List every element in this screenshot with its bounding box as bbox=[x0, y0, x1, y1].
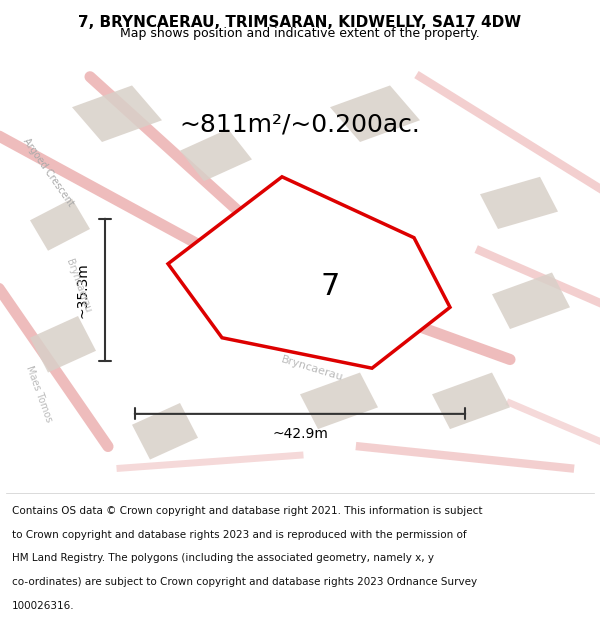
Text: Map shows position and indicative extent of the property.: Map shows position and indicative extent… bbox=[120, 27, 480, 39]
Text: Bryncaerau: Bryncaerau bbox=[64, 258, 92, 314]
Text: Maes Tomos: Maes Tomos bbox=[24, 365, 54, 424]
Polygon shape bbox=[30, 199, 90, 251]
Polygon shape bbox=[300, 372, 378, 429]
Text: Argoed Crescent: Argoed Crescent bbox=[21, 136, 75, 209]
Text: Bryncaerau: Bryncaerau bbox=[280, 354, 344, 382]
Text: 7: 7 bbox=[320, 272, 340, 301]
Polygon shape bbox=[168, 177, 450, 368]
Text: Contains OS data © Crown copyright and database right 2021. This information is : Contains OS data © Crown copyright and d… bbox=[12, 506, 482, 516]
Polygon shape bbox=[282, 208, 372, 264]
Polygon shape bbox=[492, 272, 570, 329]
Text: to Crown copyright and database rights 2023 and is reproduced with the permissio: to Crown copyright and database rights 2… bbox=[12, 530, 467, 540]
Polygon shape bbox=[480, 177, 558, 229]
Text: 100026316.: 100026316. bbox=[12, 601, 74, 611]
Text: co-ordinates) are subject to Crown copyright and database rights 2023 Ordnance S: co-ordinates) are subject to Crown copyr… bbox=[12, 577, 477, 587]
Text: ~42.9m: ~42.9m bbox=[272, 427, 328, 441]
Polygon shape bbox=[72, 86, 162, 142]
Polygon shape bbox=[132, 403, 198, 459]
Polygon shape bbox=[330, 86, 420, 142]
Polygon shape bbox=[180, 129, 252, 181]
Text: ~811m²/~0.200ac.: ~811m²/~0.200ac. bbox=[179, 112, 421, 137]
Text: HM Land Registry. The polygons (including the associated geometry, namely x, y: HM Land Registry. The polygons (includin… bbox=[12, 554, 434, 564]
Text: ~35.3m: ~35.3m bbox=[76, 262, 90, 318]
Polygon shape bbox=[30, 316, 96, 372]
Text: 7, BRYNCAERAU, TRIMSARAN, KIDWELLY, SA17 4DW: 7, BRYNCAERAU, TRIMSARAN, KIDWELLY, SA17… bbox=[79, 16, 521, 31]
Polygon shape bbox=[432, 372, 510, 429]
